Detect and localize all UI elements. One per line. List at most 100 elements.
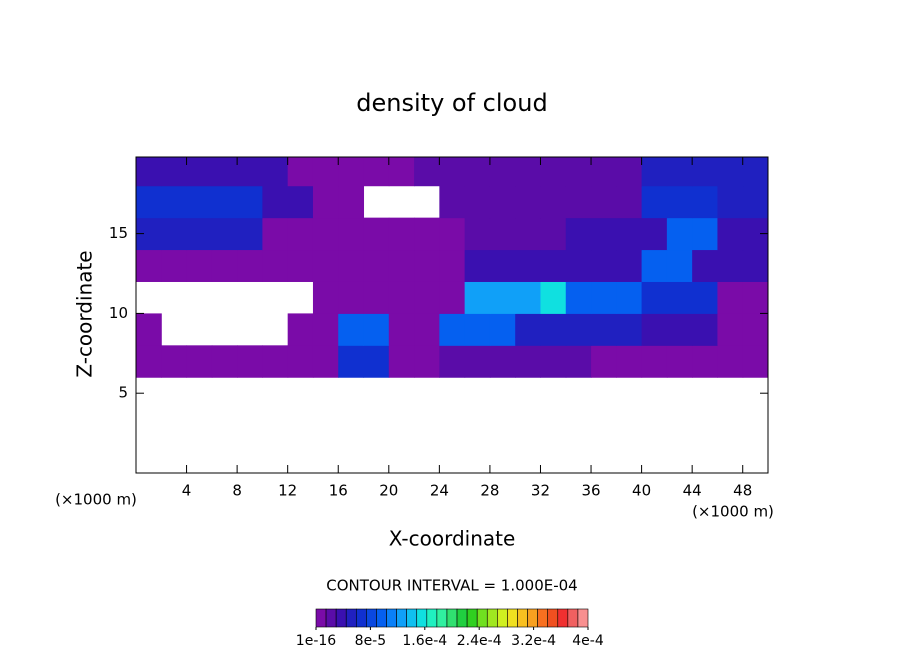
contour-cell: [287, 345, 314, 378]
contour-cell: [742, 157, 769, 187]
contour-cell: [287, 313, 314, 346]
contour-cell: [262, 157, 289, 187]
contour-cell: [616, 157, 643, 187]
contour-cell: [136, 157, 162, 187]
contour-cell: [186, 345, 213, 378]
contour-cell: [742, 313, 769, 346]
contour-cell: [540, 345, 567, 378]
contour-cell: [262, 185, 289, 219]
contour-cell: [540, 313, 567, 346]
contour-cell: [540, 281, 567, 314]
contour-cell: [312, 185, 339, 219]
colorbar-box: [436, 608, 448, 628]
colorbar-box: [355, 608, 367, 628]
contour-cell: [692, 217, 718, 251]
contour-cell: [363, 249, 390, 282]
colorbar-box: [497, 608, 508, 628]
contour-cell: [186, 249, 213, 282]
x-tick-label: 24: [430, 482, 449, 500]
contour-cell: [515, 345, 541, 378]
contour-cell: [565, 313, 592, 346]
contour-cell: [565, 185, 592, 219]
contour-cell: [515, 157, 541, 187]
contour-cell: [363, 157, 390, 187]
contour-cell: [161, 157, 188, 187]
contour-note: CONTOUR INTERVAL = 1.000E-04: [326, 577, 577, 595]
contour-cell: [338, 281, 365, 314]
x-tick-label: 28: [480, 482, 499, 500]
contour-cell: [489, 345, 516, 378]
contour-cell: [439, 217, 466, 251]
x-tick-label: 4: [182, 482, 192, 500]
colorbar-box: [567, 608, 579, 628]
contour-cell: [666, 313, 693, 346]
colorbar-label: 3.2e-4: [511, 633, 556, 649]
contour-cell: [717, 185, 744, 219]
contour-cell: [211, 217, 238, 251]
contour-cell: [540, 249, 567, 282]
x-tick-label: 48: [733, 482, 752, 500]
colorbar-box: [406, 608, 418, 628]
contour-cell: [742, 345, 769, 378]
contour-cell: [565, 249, 592, 282]
colorbar-box: [517, 608, 528, 628]
contour-cell: [287, 157, 314, 187]
contour-cell: [742, 249, 769, 282]
contour-cell: [641, 249, 668, 282]
contour-cell: [287, 185, 314, 219]
contour-cell: [414, 313, 440, 346]
contour-cell: [439, 281, 466, 314]
contour-cell: [591, 217, 617, 251]
contour-cell: [489, 157, 516, 187]
colorbar-label: 4e-4: [572, 633, 604, 649]
x-unit-label: (×1000 m): [55, 491, 137, 509]
x-tick-label: 36: [581, 482, 600, 500]
colorbar-box: [325, 608, 337, 628]
contour-cell: [388, 313, 415, 346]
contour-cell: [641, 281, 668, 314]
contour-cell: [591, 345, 617, 378]
contour-cell: [363, 345, 390, 378]
contour-cell: [338, 313, 365, 346]
contour-cell: [338, 185, 365, 219]
contour-cell: [666, 217, 693, 251]
contour-cell: [312, 281, 339, 314]
contour-cell: [591, 249, 617, 282]
contour-cell: [464, 281, 491, 314]
contour-cell: [287, 217, 314, 251]
contour-cell: [717, 249, 744, 282]
x-tick-label: 40: [632, 482, 651, 500]
contour-cell: [666, 185, 693, 219]
contour-cell: [489, 281, 516, 314]
contour-cell: [161, 249, 188, 282]
contour-cell: [540, 185, 567, 219]
contour-cell: [262, 345, 289, 378]
contour-cell: [388, 217, 415, 251]
contour-cell: [136, 249, 162, 282]
contour-cell: [237, 217, 263, 251]
contour-cell: [666, 281, 693, 314]
contour-cell: [515, 217, 541, 251]
contour-cell: [186, 217, 213, 251]
contour-cell: [489, 313, 516, 346]
colorbar-box: [366, 608, 377, 628]
contour-cell: [414, 217, 440, 251]
contour-cell: [161, 217, 188, 251]
colorbar-box: [547, 608, 559, 628]
contour-cell: [489, 249, 516, 282]
x-axis-label: X-coordinate: [389, 527, 516, 551]
colorbar-label: 2.4e-4: [457, 633, 502, 649]
contour-cell: [439, 185, 466, 219]
contour-cell: [262, 217, 289, 251]
contour-cell: [692, 313, 718, 346]
colorbar-box: [426, 608, 438, 628]
contour-cell: [489, 217, 516, 251]
colorbar-box: [315, 608, 327, 628]
contour-cell: [237, 157, 263, 187]
contour-cell: [692, 185, 718, 219]
contour-cell: [136, 313, 162, 346]
colorbar-box: [396, 608, 407, 628]
contour-cell: [312, 313, 339, 346]
contour-cell: [692, 281, 718, 314]
x-unit-label: (×1000 m): [692, 503, 774, 521]
